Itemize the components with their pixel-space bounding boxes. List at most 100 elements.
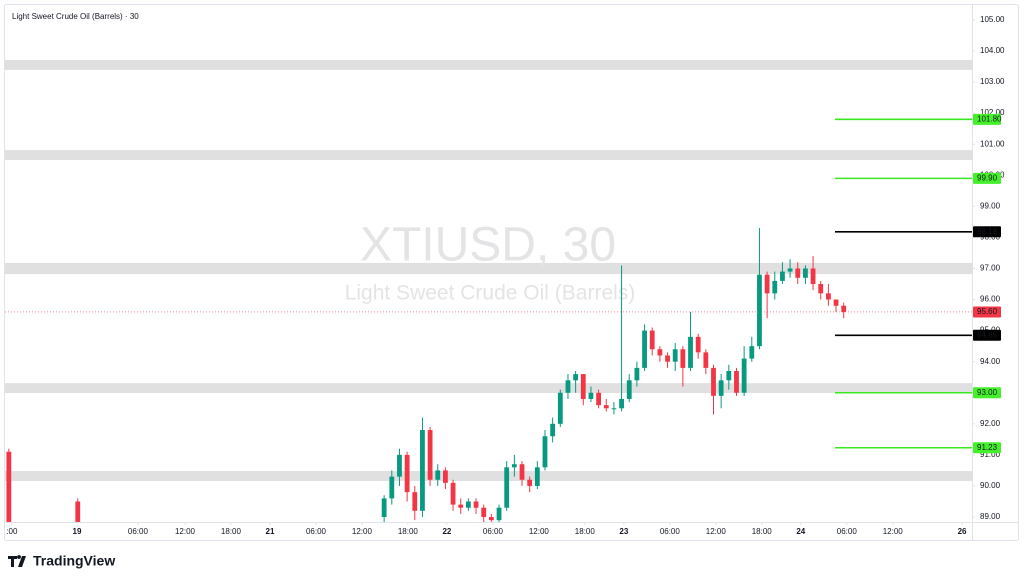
y-tick-label: 97.00 bbox=[980, 264, 1001, 273]
candle-body bbox=[634, 367, 640, 381]
candle-body bbox=[465, 501, 471, 508]
candle-body bbox=[757, 274, 762, 347]
x-tick-label: 24 bbox=[796, 527, 805, 536]
level-badge bbox=[973, 329, 1001, 341]
candle-body bbox=[550, 423, 556, 437]
candle-body bbox=[787, 268, 793, 272]
y-tick-label: 92.00 bbox=[980, 419, 1001, 428]
zone bbox=[5, 471, 972, 481]
candle-body bbox=[443, 470, 448, 483]
zone bbox=[5, 262, 972, 275]
candle-body bbox=[557, 392, 563, 424]
level-badge bbox=[973, 226, 1001, 238]
zone bbox=[5, 150, 972, 161]
candle-body bbox=[657, 349, 663, 356]
level-label: 98.18 bbox=[977, 227, 998, 236]
candle-body bbox=[711, 367, 716, 396]
last-price-label: 95.60 bbox=[977, 307, 998, 316]
candle-body bbox=[381, 498, 387, 518]
chart-legend-title: Light Sweet Crude Oil (Barrels) · 30 bbox=[12, 12, 139, 21]
candle-body bbox=[741, 358, 747, 393]
x-tick-label: 12:00 bbox=[706, 527, 727, 536]
candle-body bbox=[795, 268, 801, 278]
candle-body bbox=[542, 436, 548, 468]
level-label: 91.23 bbox=[977, 443, 998, 452]
candle-body bbox=[588, 392, 594, 399]
x-tick-label: 23 bbox=[619, 527, 628, 536]
candle-body bbox=[626, 380, 632, 399]
candle-body bbox=[680, 349, 686, 368]
candle-body bbox=[703, 352, 709, 368]
candle-body bbox=[833, 299, 839, 306]
y-tick-label: 99.00 bbox=[980, 201, 1001, 210]
candle-body bbox=[458, 504, 464, 508]
candle-body bbox=[649, 330, 655, 350]
x-tick-label: 18:00 bbox=[575, 527, 596, 536]
candle-body bbox=[780, 271, 785, 281]
zones bbox=[5, 59, 972, 481]
candle-body bbox=[481, 507, 487, 518]
candle-body bbox=[473, 501, 479, 508]
candle-body bbox=[412, 492, 418, 511]
brand-name: TradingView bbox=[33, 553, 115, 569]
candle-body bbox=[6, 451, 12, 522]
y-tick-label: 90.00 bbox=[980, 481, 1001, 490]
candle-body bbox=[435, 470, 441, 480]
x-tick-label: 12:00 bbox=[175, 527, 196, 536]
candle-body bbox=[534, 467, 540, 486]
candle-body bbox=[519, 464, 525, 480]
x-tick-label: 06:00 bbox=[660, 527, 681, 536]
x-tick-label: 19 bbox=[73, 527, 82, 536]
x-tick-label: 06:00 bbox=[306, 527, 327, 536]
x-tick-label: 18:00 bbox=[221, 527, 242, 536]
candles bbox=[6, 228, 847, 522]
y-tick-label: 89.00 bbox=[980, 512, 1001, 521]
candle-body bbox=[764, 274, 770, 294]
candle-body bbox=[527, 479, 533, 486]
x-tick-label: 18:00 bbox=[752, 527, 773, 536]
candle-body bbox=[603, 405, 609, 409]
axes: 89.0090.0091.0092.0093.0094.0095.0096.00… bbox=[6, 15, 1005, 536]
candle-body bbox=[841, 305, 847, 312]
candle-body bbox=[619, 398, 624, 409]
level-label: 99.90 bbox=[977, 173, 998, 182]
candle-body bbox=[672, 349, 678, 362]
candle-body bbox=[825, 293, 831, 300]
candle-body bbox=[496, 507, 502, 521]
levels bbox=[5, 118, 972, 449]
candle-body bbox=[488, 517, 494, 521]
level-badge bbox=[973, 442, 1001, 454]
candle-body bbox=[803, 268, 808, 278]
y-tick-label: 103.00 bbox=[980, 77, 1005, 86]
last-price-badge bbox=[973, 306, 1001, 318]
y-tick-label: 91.00 bbox=[980, 450, 1001, 459]
candle-body bbox=[427, 430, 433, 480]
candle-body bbox=[688, 336, 693, 368]
y-tick-label: 105.00 bbox=[980, 15, 1005, 24]
watermark-subtitle: Light Sweet Crude Oil (Barrels) bbox=[345, 282, 636, 305]
candle-body bbox=[450, 482, 456, 505]
x-tick-label: 12:00 bbox=[883, 527, 904, 536]
x-tick-label: 22 bbox=[442, 527, 451, 536]
y-tick-label: 94.00 bbox=[980, 357, 1001, 366]
x-tick-label: :00 bbox=[6, 527, 18, 536]
x-tick-label: 06:00 bbox=[837, 527, 858, 536]
candle-body bbox=[726, 371, 732, 381]
candle-body bbox=[734, 371, 739, 393]
candle-body bbox=[611, 408, 617, 410]
candle-body bbox=[642, 330, 647, 368]
level-label: 101.80 bbox=[977, 114, 1002, 123]
candle-body bbox=[665, 355, 670, 362]
level-label: 94.85 bbox=[977, 330, 998, 339]
x-tick-label: 21 bbox=[266, 527, 275, 536]
candle-body bbox=[75, 501, 81, 522]
candle-body bbox=[397, 454, 402, 477]
watermark: XTIUSD, 30 bbox=[360, 219, 616, 272]
level-badge bbox=[973, 387, 1001, 399]
candle-body bbox=[810, 268, 816, 285]
candle-body bbox=[504, 467, 510, 508]
level-badge bbox=[973, 113, 1001, 125]
x-tick-label: 12:00 bbox=[352, 527, 373, 536]
x-tick-label: 12:00 bbox=[529, 527, 550, 536]
brand-logo: TradingView bbox=[8, 553, 115, 569]
